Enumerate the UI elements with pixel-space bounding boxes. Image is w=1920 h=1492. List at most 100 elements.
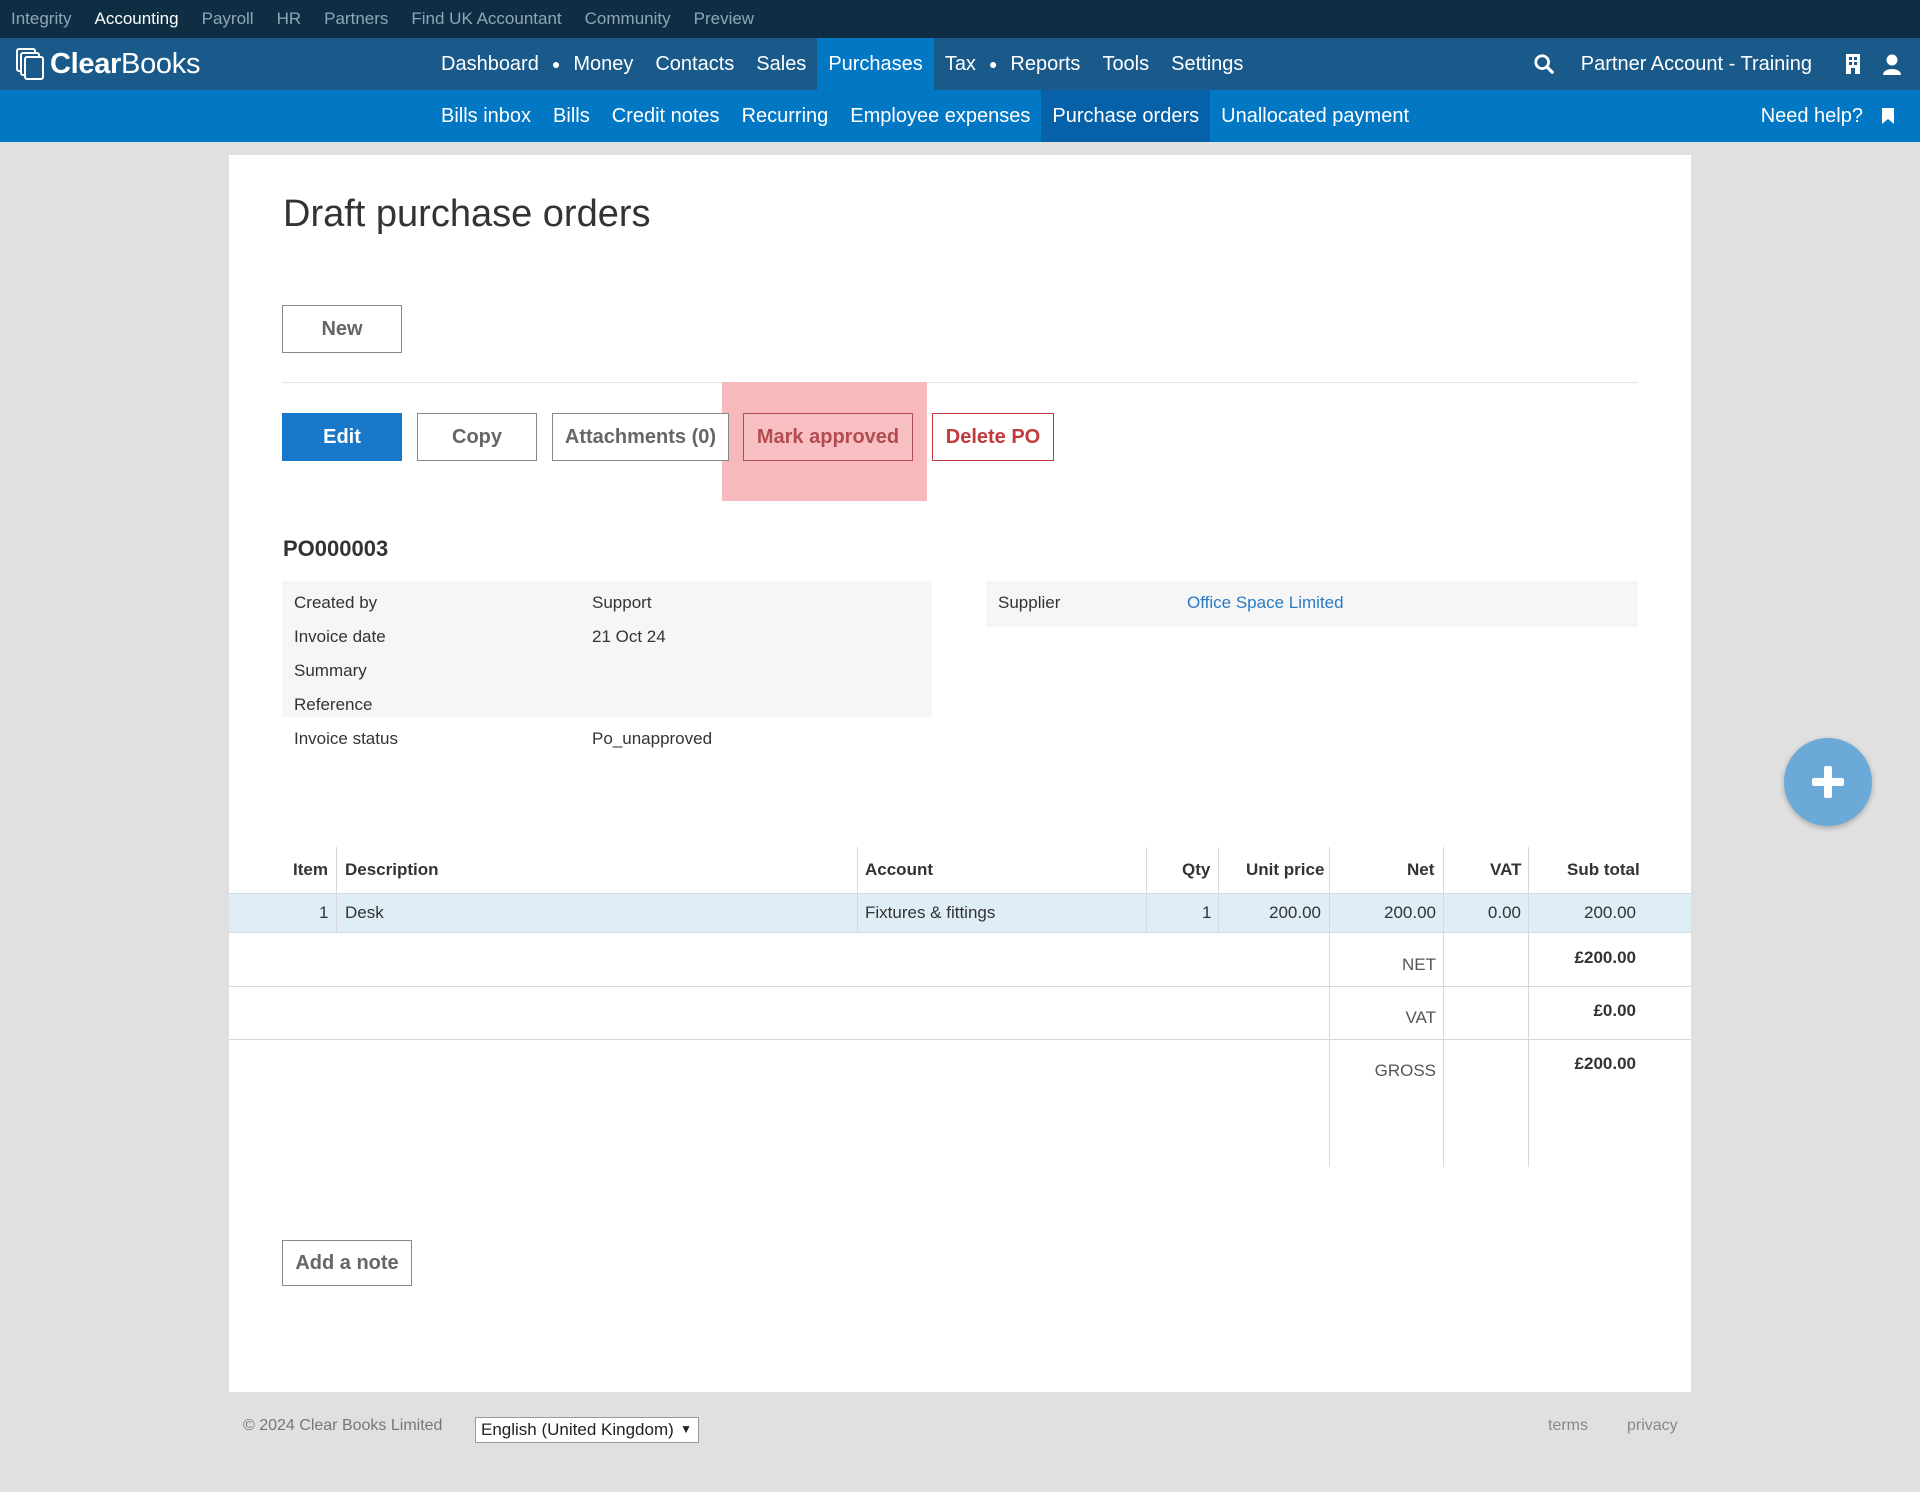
nav-settings[interactable]: Settings bbox=[1171, 52, 1244, 75]
nav-dashboard[interactable]: Dashboard bbox=[441, 52, 539, 75]
detail-label: Invoice status bbox=[294, 729, 398, 748]
product-link-integrity[interactable]: Integrity bbox=[11, 9, 72, 28]
subnav-bills-inbox[interactable]: Bills inbox bbox=[441, 104, 532, 127]
terms-link[interactable]: terms bbox=[1548, 1417, 1588, 1434]
nav-money[interactable]: Money bbox=[573, 52, 634, 75]
subnav-purchase-orders[interactable]: Purchase orders bbox=[1041, 90, 1211, 142]
sub-nav: Bills inbox Bills Credit notes Recurring… bbox=[0, 90, 1920, 142]
page-title: Draft purchase orders bbox=[283, 193, 651, 235]
product-link-find-accountant[interactable]: Find UK Accountant bbox=[411, 9, 562, 28]
plus-icon bbox=[1824, 766, 1832, 798]
detail-value: 21 Oct 24 bbox=[592, 627, 666, 646]
subnav-employee-expenses[interactable]: Employee expenses bbox=[850, 104, 1031, 127]
bookmark-icon[interactable] bbox=[1881, 107, 1895, 125]
divider bbox=[282, 382, 1638, 383]
cell-vat: 0.00 bbox=[1487, 903, 1521, 922]
nav-tax[interactable]: Tax bbox=[944, 52, 976, 75]
add-note-button[interactable]: Add a note bbox=[282, 1240, 412, 1286]
cell-net: 200.00 bbox=[1384, 903, 1436, 922]
product-link-community[interactable]: Community bbox=[584, 9, 671, 28]
mark-approved-button[interactable]: Mark approved bbox=[743, 413, 913, 461]
nav-separator-dot: ● bbox=[551, 56, 561, 72]
clearbooks-logo[interactable]: ClearBooks bbox=[14, 46, 200, 82]
nav-reports[interactable]: Reports bbox=[1010, 52, 1081, 75]
language-select-value: English (United Kingdom) bbox=[481, 1420, 674, 1439]
floating-add-button[interactable] bbox=[1784, 738, 1872, 826]
detail-row-created-by: Created by Support bbox=[294, 593, 924, 627]
detail-row-reference: Reference bbox=[294, 695, 924, 729]
subnav-unallocated-payment[interactable]: Unallocated payment bbox=[1221, 104, 1410, 127]
copy-button[interactable]: Copy bbox=[417, 413, 537, 461]
column-divider bbox=[1329, 847, 1330, 1167]
nav-separator-dot: ● bbox=[988, 56, 998, 72]
total-vat-value: £0.00 bbox=[1593, 1001, 1636, 1020]
column-divider bbox=[1528, 847, 1529, 1167]
detail-value: Po_unapproved bbox=[592, 729, 713, 748]
column-divider bbox=[1218, 847, 1219, 933]
user-icon[interactable] bbox=[1882, 53, 1902, 75]
column-divider bbox=[1443, 893, 1444, 933]
header-description: Description bbox=[345, 860, 439, 879]
need-help-link[interactable]: Need help? bbox=[1760, 104, 1863, 127]
new-button[interactable]: New bbox=[282, 305, 402, 353]
total-vat-label: VAT bbox=[1405, 1008, 1436, 1027]
column-divider bbox=[336, 893, 337, 933]
chevron-down-icon: ▼ bbox=[680, 1422, 692, 1436]
detail-label: Summary bbox=[294, 661, 367, 680]
cell-account: Fixtures & fittings bbox=[865, 903, 996, 922]
column-divider bbox=[336, 847, 337, 893]
supplier-link[interactable]: Office Space Limited bbox=[1187, 593, 1344, 612]
nav-tools[interactable]: Tools bbox=[1102, 52, 1150, 75]
language-select[interactable]: English (United Kingdom) ▼ bbox=[475, 1417, 699, 1443]
logo-icon bbox=[14, 46, 46, 82]
header-item: Item bbox=[293, 860, 328, 879]
product-bar: Integrity Accounting Payroll HR Partners… bbox=[0, 0, 1920, 38]
column-divider bbox=[1528, 893, 1529, 933]
header-account: Account bbox=[865, 860, 933, 879]
account-switcher[interactable]: Partner Account - Training bbox=[1580, 52, 1812, 75]
product-link-partners[interactable]: Partners bbox=[324, 9, 389, 28]
column-divider bbox=[857, 847, 858, 933]
subnav-credit-notes[interactable]: Credit notes bbox=[611, 104, 720, 127]
search-icon[interactable] bbox=[1533, 53, 1555, 75]
total-net-label: NET bbox=[1402, 955, 1436, 974]
detail-row-invoice-date: Invoice date 21 Oct 24 bbox=[294, 627, 924, 661]
header-vat: VAT bbox=[1490, 860, 1522, 879]
subnav-bills[interactable]: Bills bbox=[553, 104, 590, 127]
subnav-recurring[interactable]: Recurring bbox=[741, 104, 829, 127]
column-divider bbox=[1443, 847, 1444, 1167]
sub-nav-items: Bills inbox Bills Credit notes Recurring… bbox=[430, 90, 1420, 142]
content-card: Draft purchase orders New Edit Copy Atta… bbox=[229, 155, 1691, 1392]
cell-description: Desk bbox=[345, 903, 384, 922]
detail-row-invoice-status: Invoice status Po_unapproved bbox=[294, 729, 924, 763]
attachments-button[interactable]: Attachments (0) bbox=[552, 413, 729, 461]
table-row[interactable] bbox=[229, 893, 1691, 933]
privacy-link[interactable]: privacy bbox=[1627, 1417, 1678, 1434]
nav-contacts[interactable]: Contacts bbox=[655, 52, 735, 75]
header-qty: Qty bbox=[1182, 860, 1211, 879]
footer: © 2024 Clear Books Limited English (Unit… bbox=[0, 1392, 1920, 1492]
nav-purchases[interactable]: Purchases bbox=[817, 38, 934, 90]
column-divider bbox=[857, 893, 858, 933]
building-icon[interactable] bbox=[1844, 53, 1862, 75]
nav-sales[interactable]: Sales bbox=[756, 52, 807, 75]
edit-button[interactable]: Edit bbox=[282, 413, 402, 461]
detail-row-summary: Summary bbox=[294, 661, 924, 695]
po-details-panel: Created by Support Invoice date 21 Oct 2… bbox=[282, 581, 932, 717]
product-link-hr[interactable]: HR bbox=[276, 9, 302, 28]
po-number: PO000003 bbox=[283, 536, 389, 561]
column-divider bbox=[1218, 893, 1219, 933]
main-nav: ClearBooks Dashboard ● Money Contacts Sa… bbox=[0, 38, 1920, 90]
header-net: Net bbox=[1407, 860, 1435, 879]
product-link-preview[interactable]: Preview bbox=[693, 9, 755, 28]
supplier-panel: Supplier Office Space Limited bbox=[986, 581, 1638, 627]
cell-unit-price: 200.00 bbox=[1269, 903, 1321, 922]
delete-po-button[interactable]: Delete PO bbox=[932, 413, 1054, 461]
cell-item: 1 bbox=[319, 903, 329, 922]
detail-label: Invoice date bbox=[294, 627, 386, 646]
product-link-payroll[interactable]: Payroll bbox=[201, 9, 254, 28]
header-unit-price: Unit price bbox=[1246, 860, 1325, 879]
product-link-accounting[interactable]: Accounting bbox=[94, 9, 179, 28]
detail-label: Created by bbox=[294, 593, 378, 612]
supplier-label: Supplier bbox=[998, 593, 1061, 612]
